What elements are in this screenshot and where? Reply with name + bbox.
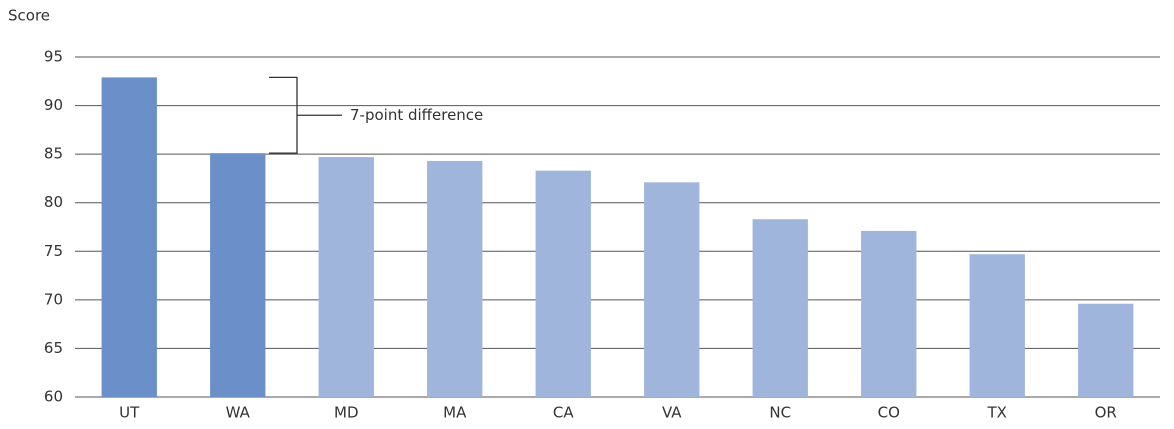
bar [535, 170, 591, 397]
x-tick-label: TX [987, 404, 1007, 422]
y-tick-label: 85 [44, 145, 63, 163]
x-tick-label: WA [226, 404, 251, 422]
bar [1078, 303, 1134, 397]
x-tick-label: UT [119, 404, 140, 422]
bar [644, 182, 700, 397]
bar [101, 77, 157, 398]
y-tick-label: 75 [44, 242, 63, 260]
x-tick-label: MA [443, 404, 467, 422]
y-tick-label: 70 [44, 290, 63, 308]
bar [969, 254, 1025, 397]
bar [210, 153, 266, 397]
y-axis-label: Score [8, 7, 50, 25]
annotation: 7-point difference [350, 106, 483, 124]
y-tick-label: 65 [44, 339, 63, 357]
x-tick-label: OR [1095, 404, 1117, 422]
bracket [269, 76, 342, 154]
x-tick-label: CO [878, 404, 900, 422]
bar [861, 230, 917, 397]
x-tick-label: VA [662, 404, 682, 422]
bar [752, 219, 808, 397]
x-tick-label: MD [334, 404, 359, 422]
x-tick-label: NC [769, 404, 791, 422]
bar [427, 160, 483, 397]
bar [318, 157, 374, 397]
y-tick-label: 80 [44, 193, 63, 211]
y-tick-label: 60 [44, 388, 63, 406]
x-tick-label: CA [553, 404, 574, 422]
y-tick-label: 95 [44, 48, 63, 66]
y-tick-label: 90 [44, 96, 63, 114]
